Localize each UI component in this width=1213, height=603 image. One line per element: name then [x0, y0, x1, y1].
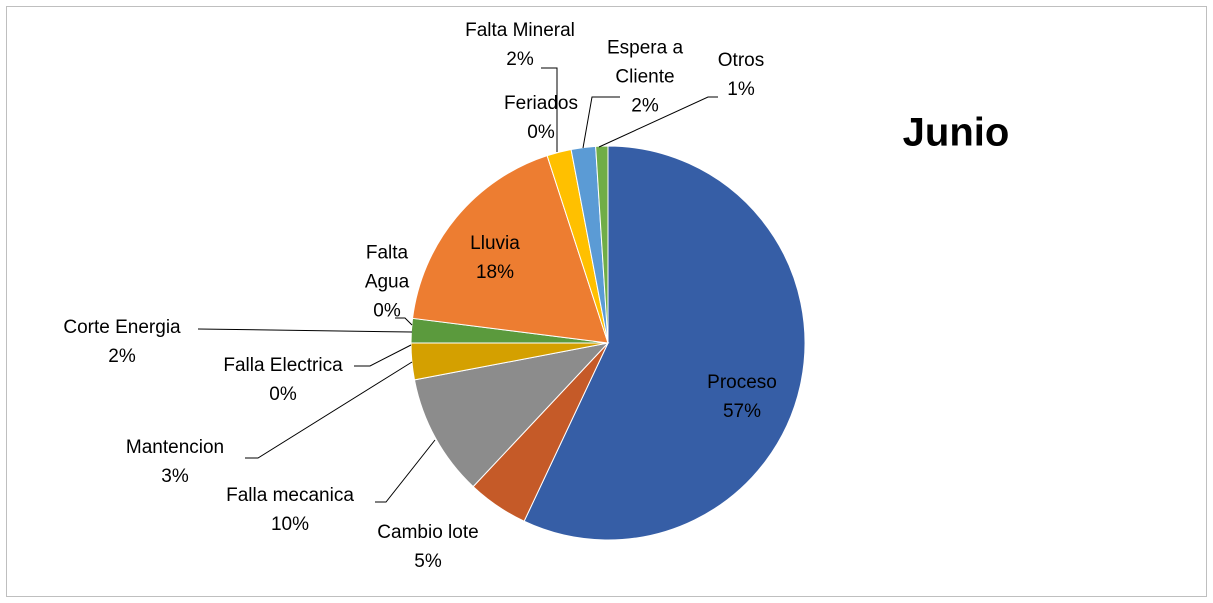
chart-title: Junio	[902, 110, 1010, 155]
leader-line	[582, 96, 620, 149]
data-label: Lluvia 18%	[470, 229, 520, 287]
category-label: Lluvia	[470, 233, 520, 254]
category-label: Falla mecanica	[226, 485, 354, 506]
pie-slice	[413, 342, 610, 488]
value-label: 57%	[722, 401, 762, 422]
data-label: Mantencion 3%	[126, 433, 224, 491]
value-label: 2%	[108, 346, 136, 367]
data-label: Cambio lote 5%	[377, 518, 478, 576]
category-label: Cambio lote	[377, 522, 479, 543]
category-label: Espera a Cliente	[606, 37, 684, 88]
value-label: 2%	[506, 49, 534, 70]
category-label: Corte Energia	[63, 317, 181, 338]
value-label: 3%	[161, 466, 189, 487]
category-label: Falla Electrica	[223, 355, 343, 376]
data-label: Corte Energia 2%	[63, 313, 180, 371]
value-label: 0%	[373, 300, 401, 322]
category-label: Falta Agua	[364, 242, 410, 293]
leader-line	[395, 317, 413, 326]
category-label: Mantencion	[125, 437, 225, 458]
data-label: Falla Electrica 0%	[223, 351, 342, 409]
value-label: 1%	[727, 79, 755, 100]
pie	[410, 145, 806, 541]
data-label: Espera a Cliente 2%	[590, 34, 700, 121]
data-label: Falta Mineral 2%	[465, 16, 575, 74]
pie-slice	[411, 155, 609, 344]
value-label: 5%	[414, 551, 442, 572]
value-label: 18%	[475, 262, 515, 283]
value-label: 0%	[269, 384, 297, 405]
pie-slice	[523, 145, 806, 541]
value-label: 0%	[527, 122, 555, 143]
leader-line	[197, 328, 413, 333]
leader-line	[375, 439, 436, 503]
data-label: Proceso 57%	[707, 368, 777, 426]
category-label: Feriados	[504, 93, 578, 114]
category-label: Otros	[717, 50, 765, 71]
leader-line	[354, 344, 412, 367]
data-label: Falta Agua 0%	[352, 239, 422, 326]
leader-line	[541, 67, 558, 152]
category-label: Proceso	[707, 372, 777, 393]
leader-line	[245, 361, 413, 459]
data-label: Otros 1%	[718, 46, 764, 104]
value-label: 10%	[270, 514, 310, 535]
data-label: Feriados 0%	[504, 89, 578, 147]
value-label: 2%	[631, 95, 659, 117]
leader-line	[598, 96, 718, 148]
data-label: Falla mecanica 10%	[226, 481, 354, 539]
category-label: Falta Mineral	[465, 20, 575, 41]
